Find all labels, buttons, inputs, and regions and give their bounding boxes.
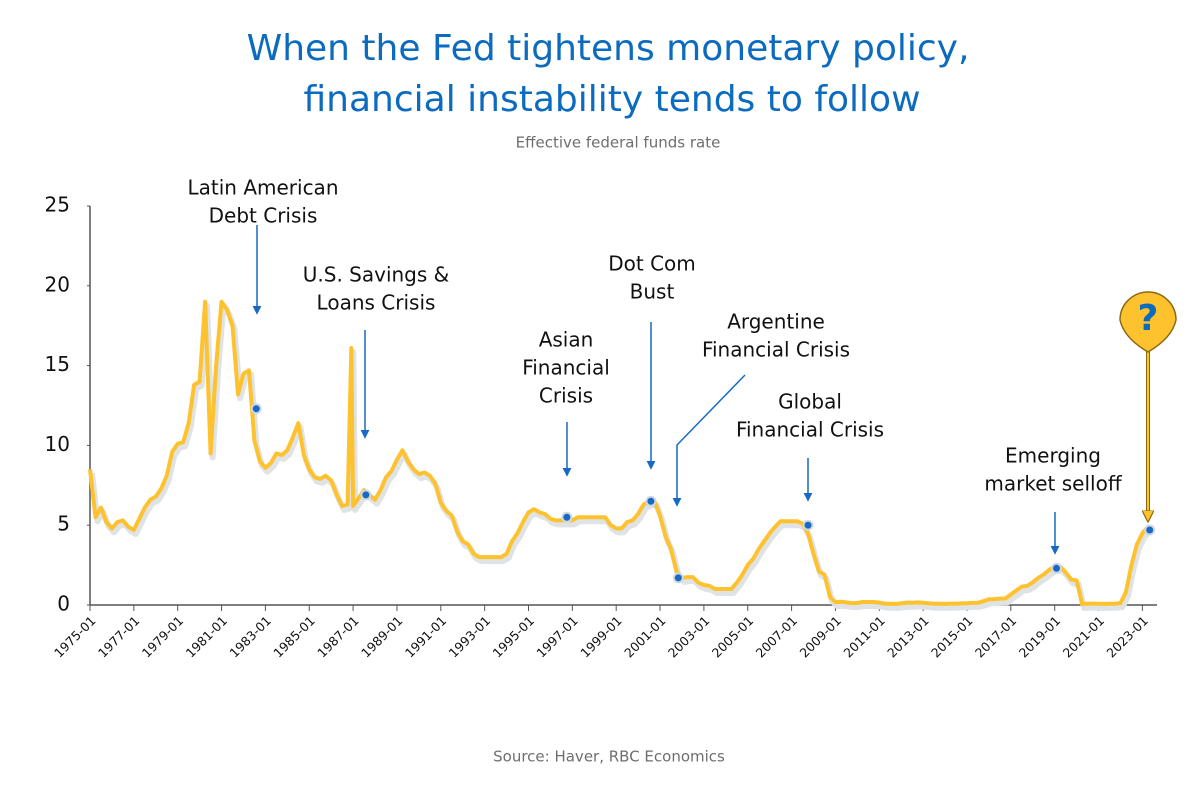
x-tick-label: 2015-01: [928, 613, 976, 661]
y-tick-label: 10: [45, 432, 70, 456]
x-tick-label: 2003-01: [665, 613, 713, 661]
annotation-label: market selloff: [984, 472, 1122, 496]
annotation-label: Argentine: [727, 310, 825, 334]
x-tick-label: 1987-01: [314, 613, 362, 661]
annotation-label: Global: [778, 390, 842, 414]
chart-title: financial instability tends to follow: [303, 79, 920, 120]
y-tick-label: 0: [57, 592, 70, 616]
x-tick-label: 1977-01: [95, 613, 143, 661]
annotation-label: Financial: [522, 356, 610, 380]
annotation-label: Emerging: [1005, 444, 1101, 468]
x-tick-label: 1997-01: [533, 613, 581, 661]
annotation-label: Debt Crisis: [209, 204, 318, 228]
y-tick-label: 20: [45, 272, 70, 296]
x-tick-label: 2011-01: [840, 613, 888, 661]
y-tick-label: 25: [45, 193, 70, 217]
x-tick-label: 1981-01: [183, 613, 231, 661]
x-tick-label: 2017-01: [972, 613, 1020, 661]
x-tick-label: 1985-01: [270, 613, 318, 661]
annotation-label: ?: [1138, 298, 1159, 339]
x-tick-label: 2023-01: [1103, 613, 1151, 661]
source-note: Source: Haver, RBC Economics: [493, 748, 725, 766]
annotation-label: Asian: [539, 328, 594, 352]
annotation-label: Loans Crisis: [317, 291, 436, 315]
x-tick-label: 1989-01: [358, 613, 406, 661]
annotation-label: Crisis: [539, 384, 593, 408]
chart-subtitle: Effective federal funds rate: [516, 134, 721, 152]
x-tick-label: 2007-01: [753, 613, 801, 661]
annotation-arrow: [672, 374, 746, 507]
annotation-label: U.S. Savings &: [303, 263, 450, 287]
x-tick-label: 1995-01: [490, 613, 538, 661]
annotation-dot: [645, 495, 657, 507]
x-tick-label: 2005-01: [709, 613, 757, 661]
x-tick-label: 1979-01: [139, 613, 187, 661]
line: [88, 299, 1150, 606]
bubble: [1119, 291, 1177, 353]
annotation-dot: [1144, 524, 1156, 536]
x-tick-label: 1999-01: [577, 613, 625, 661]
x-tick-label: 2009-01: [796, 613, 844, 661]
annotation-label: Financial Crisis: [702, 338, 850, 362]
annotation-dot: [360, 489, 372, 501]
annotation-dot: [1051, 562, 1063, 574]
x-tick-label: 1993-01: [446, 613, 494, 661]
y-tick-label: 5: [57, 512, 70, 536]
chart-title: When the Fed tightens monetary policy,: [247, 28, 970, 69]
x-tick-label: 2021-01: [1060, 613, 1108, 661]
x-tick-label: 1991-01: [402, 613, 450, 661]
x-tick-label: 2001-01: [621, 613, 669, 661]
annotation-dot: [250, 403, 262, 415]
line-shadow: [89, 302, 1153, 611]
annotation-label: Bust: [630, 280, 675, 304]
annotation-dot: [672, 572, 684, 584]
annotation-label: Latin American: [187, 176, 338, 200]
x-tick-label: 1975-01: [51, 613, 99, 661]
x-tick-label: 2019-01: [1016, 613, 1064, 661]
y-tick-label: 15: [45, 352, 70, 376]
annotation-label: Dot Com: [608, 252, 696, 276]
x-tick-label: 2013-01: [884, 613, 932, 661]
annotation-dot: [802, 519, 814, 531]
x-tick-label: 1983-01: [226, 613, 274, 661]
annotation-label: Financial Crisis: [736, 418, 884, 442]
annotation-dot: [561, 511, 573, 523]
